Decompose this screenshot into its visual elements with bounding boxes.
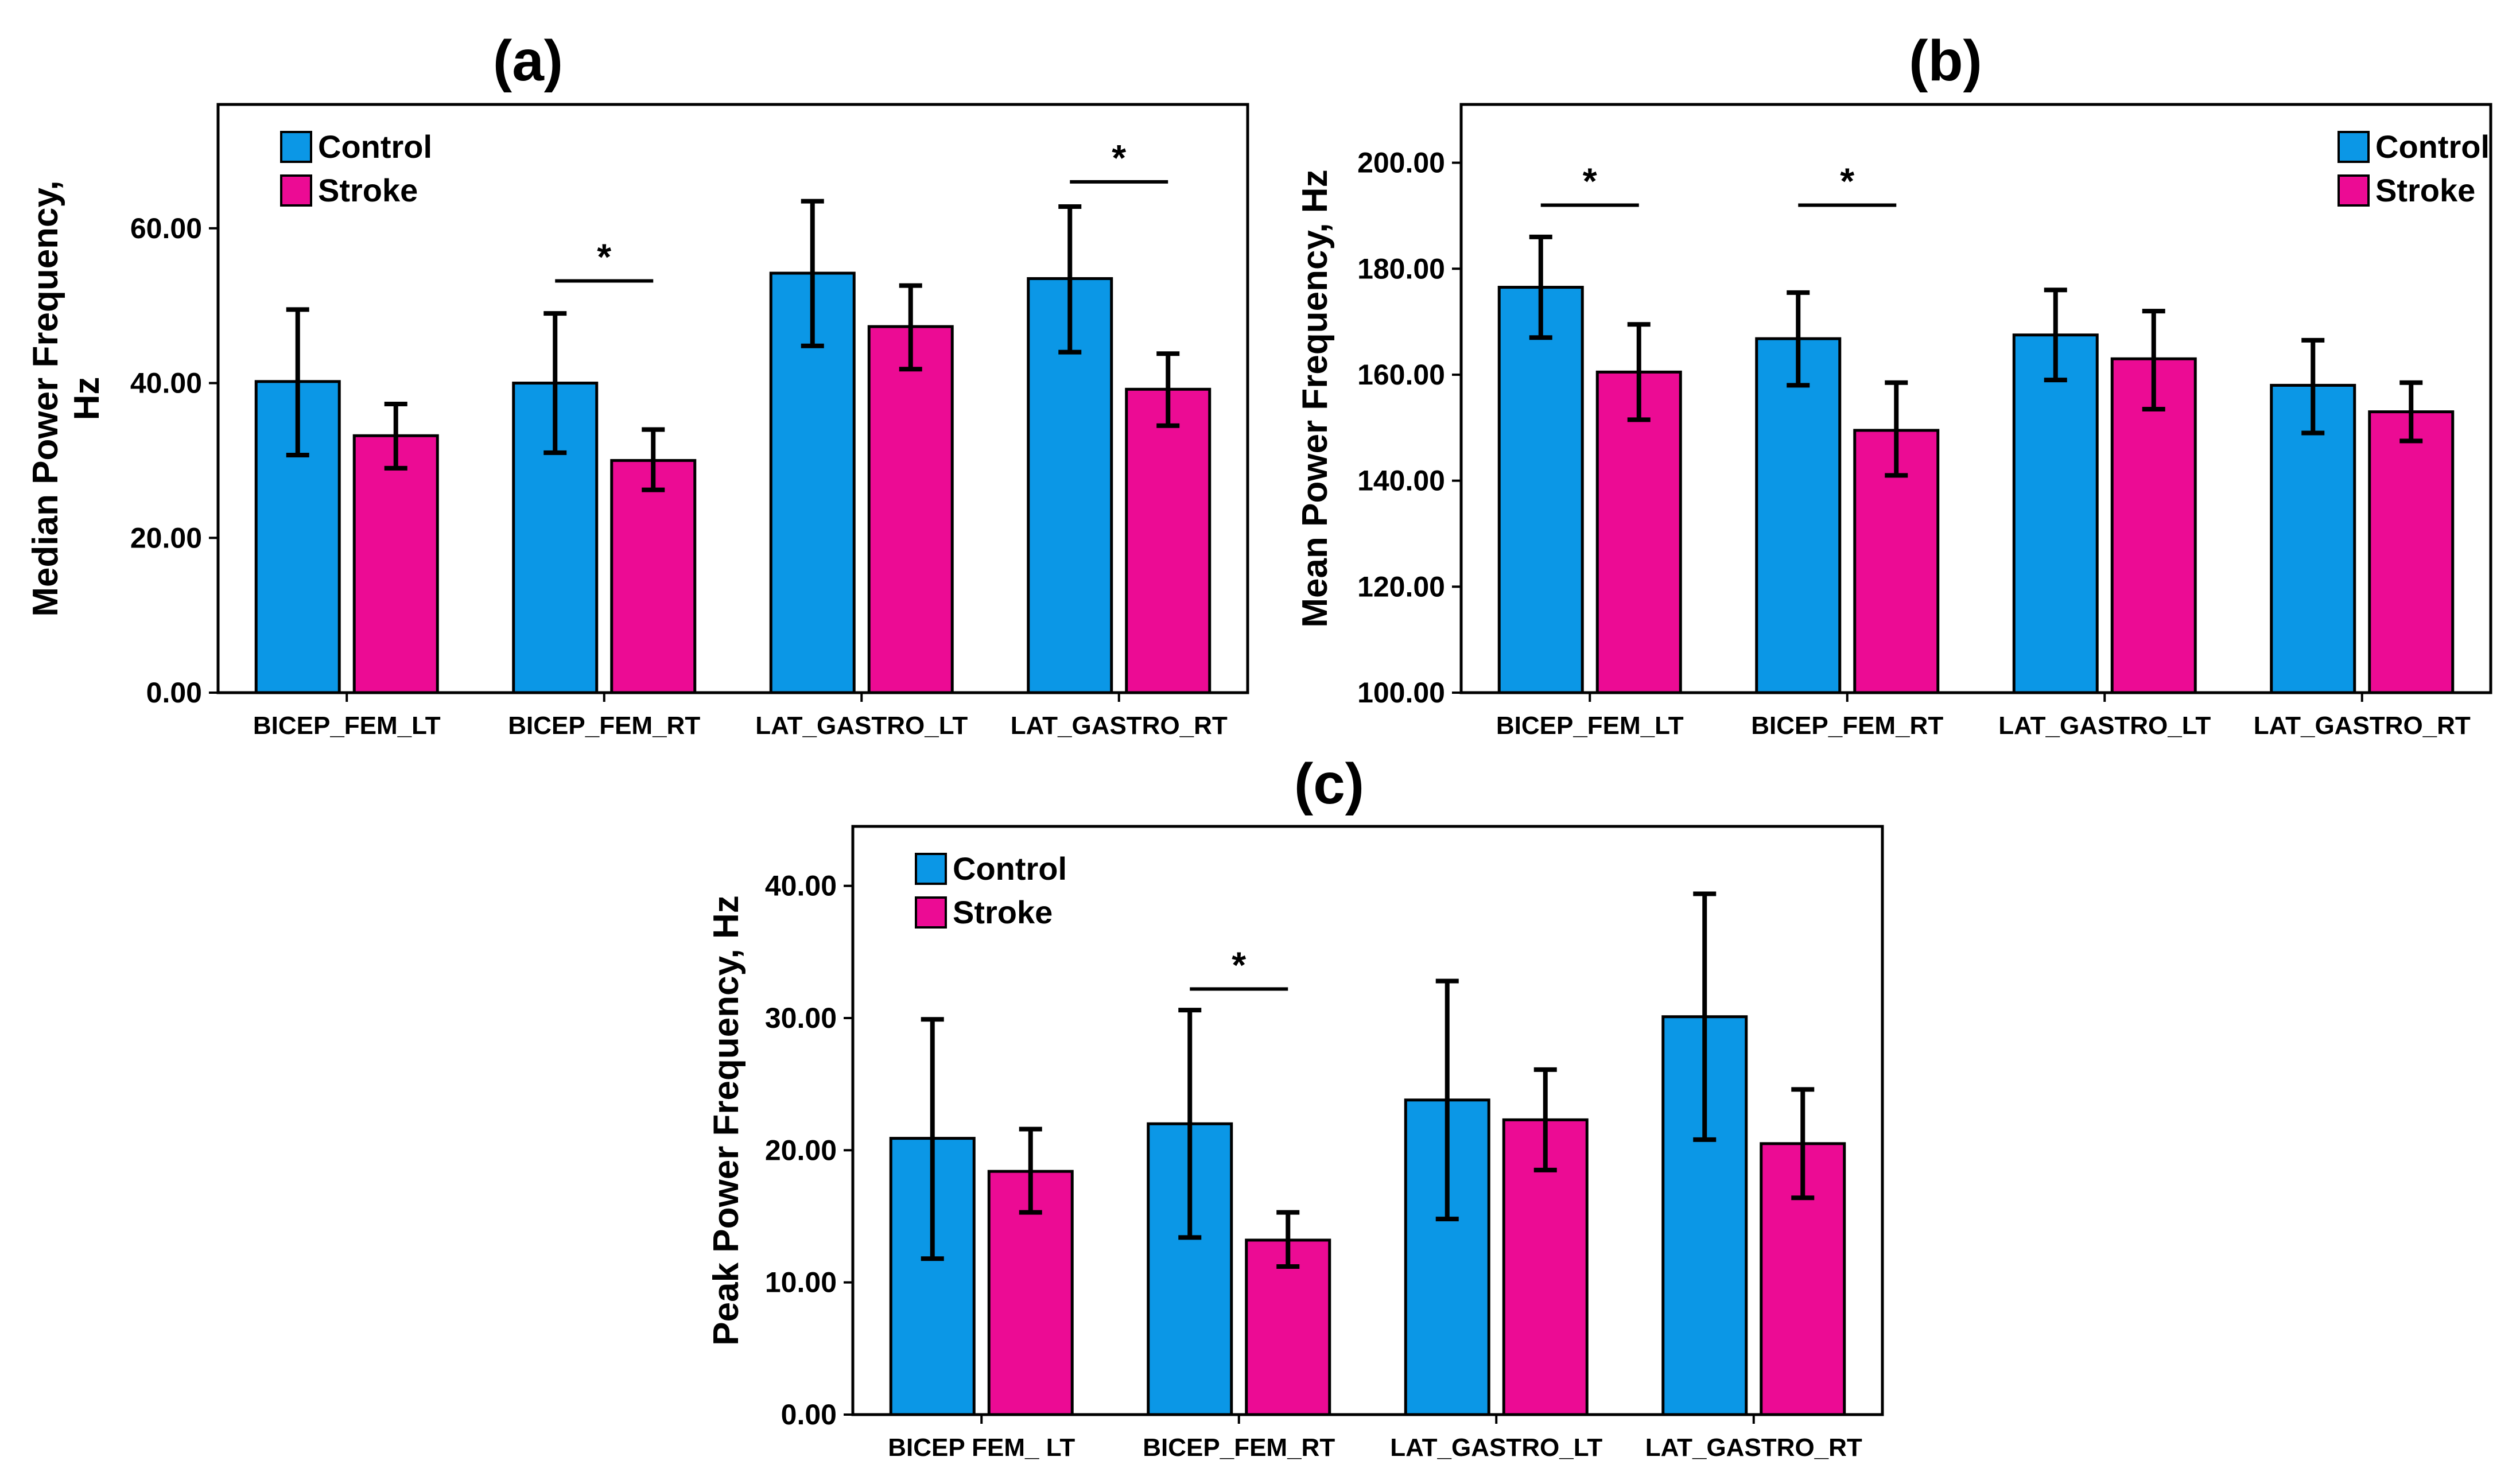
bar-control — [2012, 333, 2099, 694]
panel-title: (a) — [493, 29, 563, 93]
x-tick-label: BICEP_FEM_LT — [1496, 712, 1684, 740]
bar-stroke — [352, 434, 439, 694]
legend-swatch-stroke — [915, 896, 947, 929]
plot-frame — [216, 103, 1249, 694]
y-tick-label: 10.00 — [765, 1267, 837, 1299]
chart-panel-a: (a) 0.00 20.00 40.00 60.00 Median Power Frequ… — [26, 29, 1249, 740]
bar-stroke — [1595, 370, 1682, 694]
legend-label-stroke: Stroke — [953, 894, 1053, 930]
x-tick-label: LAT_GASTRO_RT — [1011, 712, 1228, 740]
legend-label-control: Control — [2375, 129, 2490, 165]
y-tick-label: 20.00 — [130, 522, 202, 554]
legend-swatch-control — [2337, 131, 2370, 163]
x-tick-label: BICEP FEM_ LT — [888, 1434, 1075, 1462]
significance-star: * — [1583, 160, 1597, 201]
y-tick-label: 160.00 — [1357, 359, 1445, 391]
legend-label-control: Control — [318, 129, 432, 165]
y-tick-label: 200.00 — [1357, 147, 1445, 179]
legend-label-stroke: Stroke — [318, 172, 418, 208]
bar-stroke — [2368, 410, 2455, 694]
y-axis-label: Median Power Frequency, — [26, 180, 65, 616]
x-tick-label: BICEP_FEM_RT — [1143, 1434, 1335, 1462]
significance-star: * — [1840, 160, 1854, 201]
legend-swatch-stroke — [280, 174, 312, 207]
legend-label-stroke: Stroke — [2375, 172, 2475, 208]
y-axis-label: Hz — [67, 377, 107, 421]
y-tick-label: 40.00 — [130, 367, 202, 399]
x-tick-label: LAT_GASTRO_LT — [1390, 1434, 1602, 1462]
bar-stroke — [1245, 1238, 1331, 1416]
bar-control — [1755, 337, 1842, 694]
y-tick-label: 30.00 — [765, 1002, 837, 1034]
bar-control — [2270, 383, 2356, 694]
bar-stroke — [867, 325, 954, 694]
significance-star: * — [597, 236, 611, 278]
y-tick-label: 180.00 — [1357, 253, 1445, 285]
x-tick-label: BICEP_FEM_RT — [508, 712, 700, 740]
bar-stroke — [1760, 1142, 1846, 1416]
y-tick-label: 100.00 — [1357, 677, 1445, 709]
chart-panel-b: (b) 100.00 120.00 140.00 160.00 180.00 200.00 M… — [1295, 29, 2492, 740]
bar-control — [1497, 286, 1584, 694]
y-tick-label: 0.00 — [781, 1399, 837, 1431]
panel-title: (b) — [1909, 29, 1982, 93]
plot-frame — [1459, 103, 2492, 694]
y-tick-label: 120.00 — [1357, 570, 1445, 603]
legend-swatch-control — [280, 131, 312, 163]
legend-swatch-control — [915, 853, 947, 885]
x-tick-label: LAT_GASTRO_LT — [755, 712, 968, 740]
y-tick-label: 0.00 — [146, 677, 202, 709]
legend-label-control: Control — [953, 850, 1067, 887]
panel-title: (c) — [1294, 752, 1364, 816]
x-tick-label: LAT_GASTRO_LT — [1998, 712, 2211, 740]
y-axis-label: Mean Power Frequency, Hz — [1295, 169, 1335, 627]
y-tick-label: 140.00 — [1357, 465, 1445, 497]
significance-star: * — [1232, 944, 1246, 985]
x-tick-label: LAT_GASTRO_RT — [1645, 1434, 1862, 1462]
y-tick-label: 60.00 — [130, 212, 202, 244]
x-tick-label: LAT_GASTRO_RT — [2254, 712, 2471, 740]
x-tick-label: BICEP_FEM_LT — [253, 712, 441, 740]
legend-swatch-stroke — [2337, 174, 2370, 207]
bar-stroke — [610, 459, 697, 694]
chart-panel-c: (c) 0.00 10.00 20.00 30.00 40.00 Peak Power Fr… — [706, 752, 1884, 1462]
plot-frame — [851, 825, 1884, 1416]
y-axis-label: Peak Power Frequency, Hz — [706, 895, 746, 1345]
x-tick-label: BICEP_FEM_RT — [1751, 712, 1943, 740]
significance-star: * — [1112, 137, 1126, 178]
bar-stroke — [1125, 387, 1212, 694]
y-tick-label: 40.00 — [765, 870, 837, 902]
y-tick-label: 20.00 — [765, 1134, 837, 1166]
